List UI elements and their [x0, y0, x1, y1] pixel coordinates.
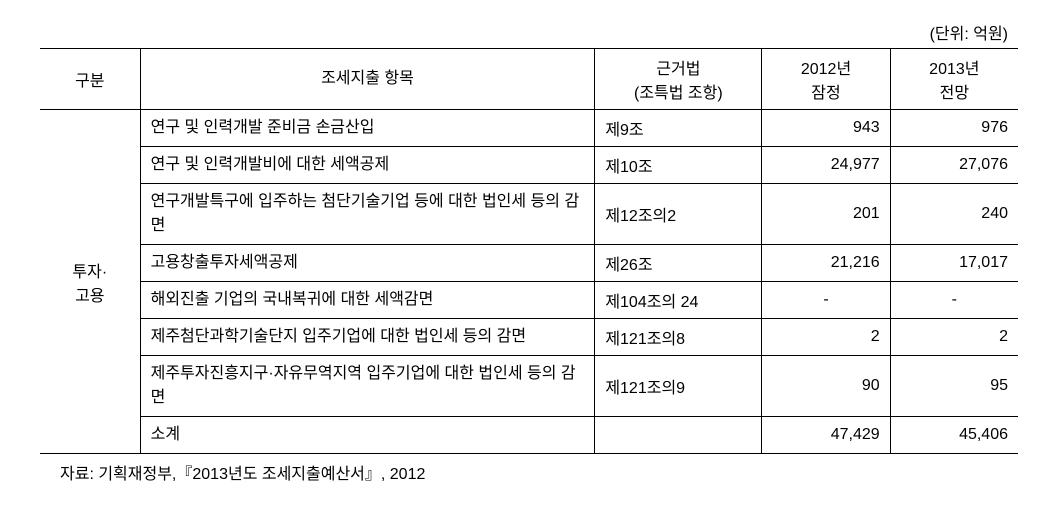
item-cell: 제주투자진흥지구·자유무역지역 입주기업에 대한 법인세 등의 감면 [140, 356, 595, 417]
law-cell: 제26조 [595, 245, 762, 282]
tax-expenditure-table: 구분 조세지출 항목 근거법 (조특법 조항) 2012년 잠정 2013년 전… [40, 48, 1018, 454]
unit-label: (단위: 억원) [40, 20, 1018, 44]
item-cell: 연구 및 인력개발비에 대한 세액공제 [140, 147, 595, 184]
header-law: 근거법 (조특법 조항) [595, 49, 762, 110]
table-row: 연구개발특구에 입주하는 첨단기술기업 등에 대한 법인세 등의 감면 제12조… [40, 184, 1018, 245]
y2013-cell: 17,017 [890, 245, 1018, 282]
item-cell: 소계 [140, 417, 595, 454]
law-cell: 제104조의 24 [595, 282, 762, 319]
category-cell: 투자· 고용 [40, 110, 140, 454]
item-cell: 고용창출투자세액공제 [140, 245, 595, 282]
item-cell: 제주첨단과학기술단지 입주기업에 대한 법인세 등의 감면 [140, 319, 595, 356]
table-row: 소계 47,429 45,406 [40, 417, 1018, 454]
header-2013-line2: 전망 [940, 85, 969, 102]
y2013-cell: - [890, 282, 1018, 319]
y2012-cell: 90 [762, 356, 890, 417]
y2013-cell: 240 [890, 184, 1018, 245]
table-row: 제주투자진흥지구·자유무역지역 입주기업에 대한 법인세 등의 감면 제121조… [40, 356, 1018, 417]
header-law-line2: (조특법 조항) [634, 85, 723, 102]
law-cell: 제12조의2 [595, 184, 762, 245]
table-row: 고용창출투자세액공제 제26조 21,216 17,017 [40, 245, 1018, 282]
header-law-line1: 근거법 [656, 61, 700, 78]
y2013-cell: 27,076 [890, 147, 1018, 184]
header-2012-line1: 2012년 [801, 61, 851, 78]
header-item: 조세지출 항목 [140, 49, 595, 110]
category-line1: 투자· [72, 264, 107, 281]
header-2013: 2013년 전망 [890, 49, 1018, 110]
law-cell: 제9조 [595, 110, 762, 147]
item-cell: 연구 및 인력개발 준비금 손금산입 [140, 110, 595, 147]
source-text: 자료: 기획재정부,『2013년도 조세지출예산서』, 2012 [40, 460, 1018, 484]
item-cell: 해외진출 기업의 국내복귀에 대한 세액감면 [140, 282, 595, 319]
y2012-cell: 2 [762, 319, 890, 356]
header-category: 구분 [40, 49, 140, 110]
y2012-cell: 47,429 [762, 417, 890, 454]
law-cell: 제10조 [595, 147, 762, 184]
law-cell: 제121조의8 [595, 319, 762, 356]
header-2012-line2: 잠정 [811, 85, 840, 102]
header-row: 구분 조세지출 항목 근거법 (조특법 조항) 2012년 잠정 2013년 전… [40, 49, 1018, 110]
y2013-cell: 45,406 [890, 417, 1018, 454]
y2013-cell: 2 [890, 319, 1018, 356]
law-cell: 제121조의9 [595, 356, 762, 417]
y2012-cell: 201 [762, 184, 890, 245]
table-row: 제주첨단과학기술단지 입주기업에 대한 법인세 등의 감면 제121조의8 2 … [40, 319, 1018, 356]
y2013-cell: 976 [890, 110, 1018, 147]
y2013-cell: 95 [890, 356, 1018, 417]
y2012-cell: - [762, 282, 890, 319]
header-2012: 2012년 잠정 [762, 49, 890, 110]
table-row: 해외진출 기업의 국내복귀에 대한 세액감면 제104조의 24 - - [40, 282, 1018, 319]
table-row: 연구 및 인력개발비에 대한 세액공제 제10조 24,977 27,076 [40, 147, 1018, 184]
y2012-cell: 24,977 [762, 147, 890, 184]
item-cell: 연구개발특구에 입주하는 첨단기술기업 등에 대한 법인세 등의 감면 [140, 184, 595, 245]
law-cell [595, 417, 762, 454]
header-2013-line1: 2013년 [929, 61, 979, 78]
y2012-cell: 21,216 [762, 245, 890, 282]
y2012-cell: 943 [762, 110, 890, 147]
category-line2: 고용 [75, 288, 104, 305]
table-row: 투자· 고용 연구 및 인력개발 준비금 손금산입 제9조 943 976 [40, 110, 1018, 147]
